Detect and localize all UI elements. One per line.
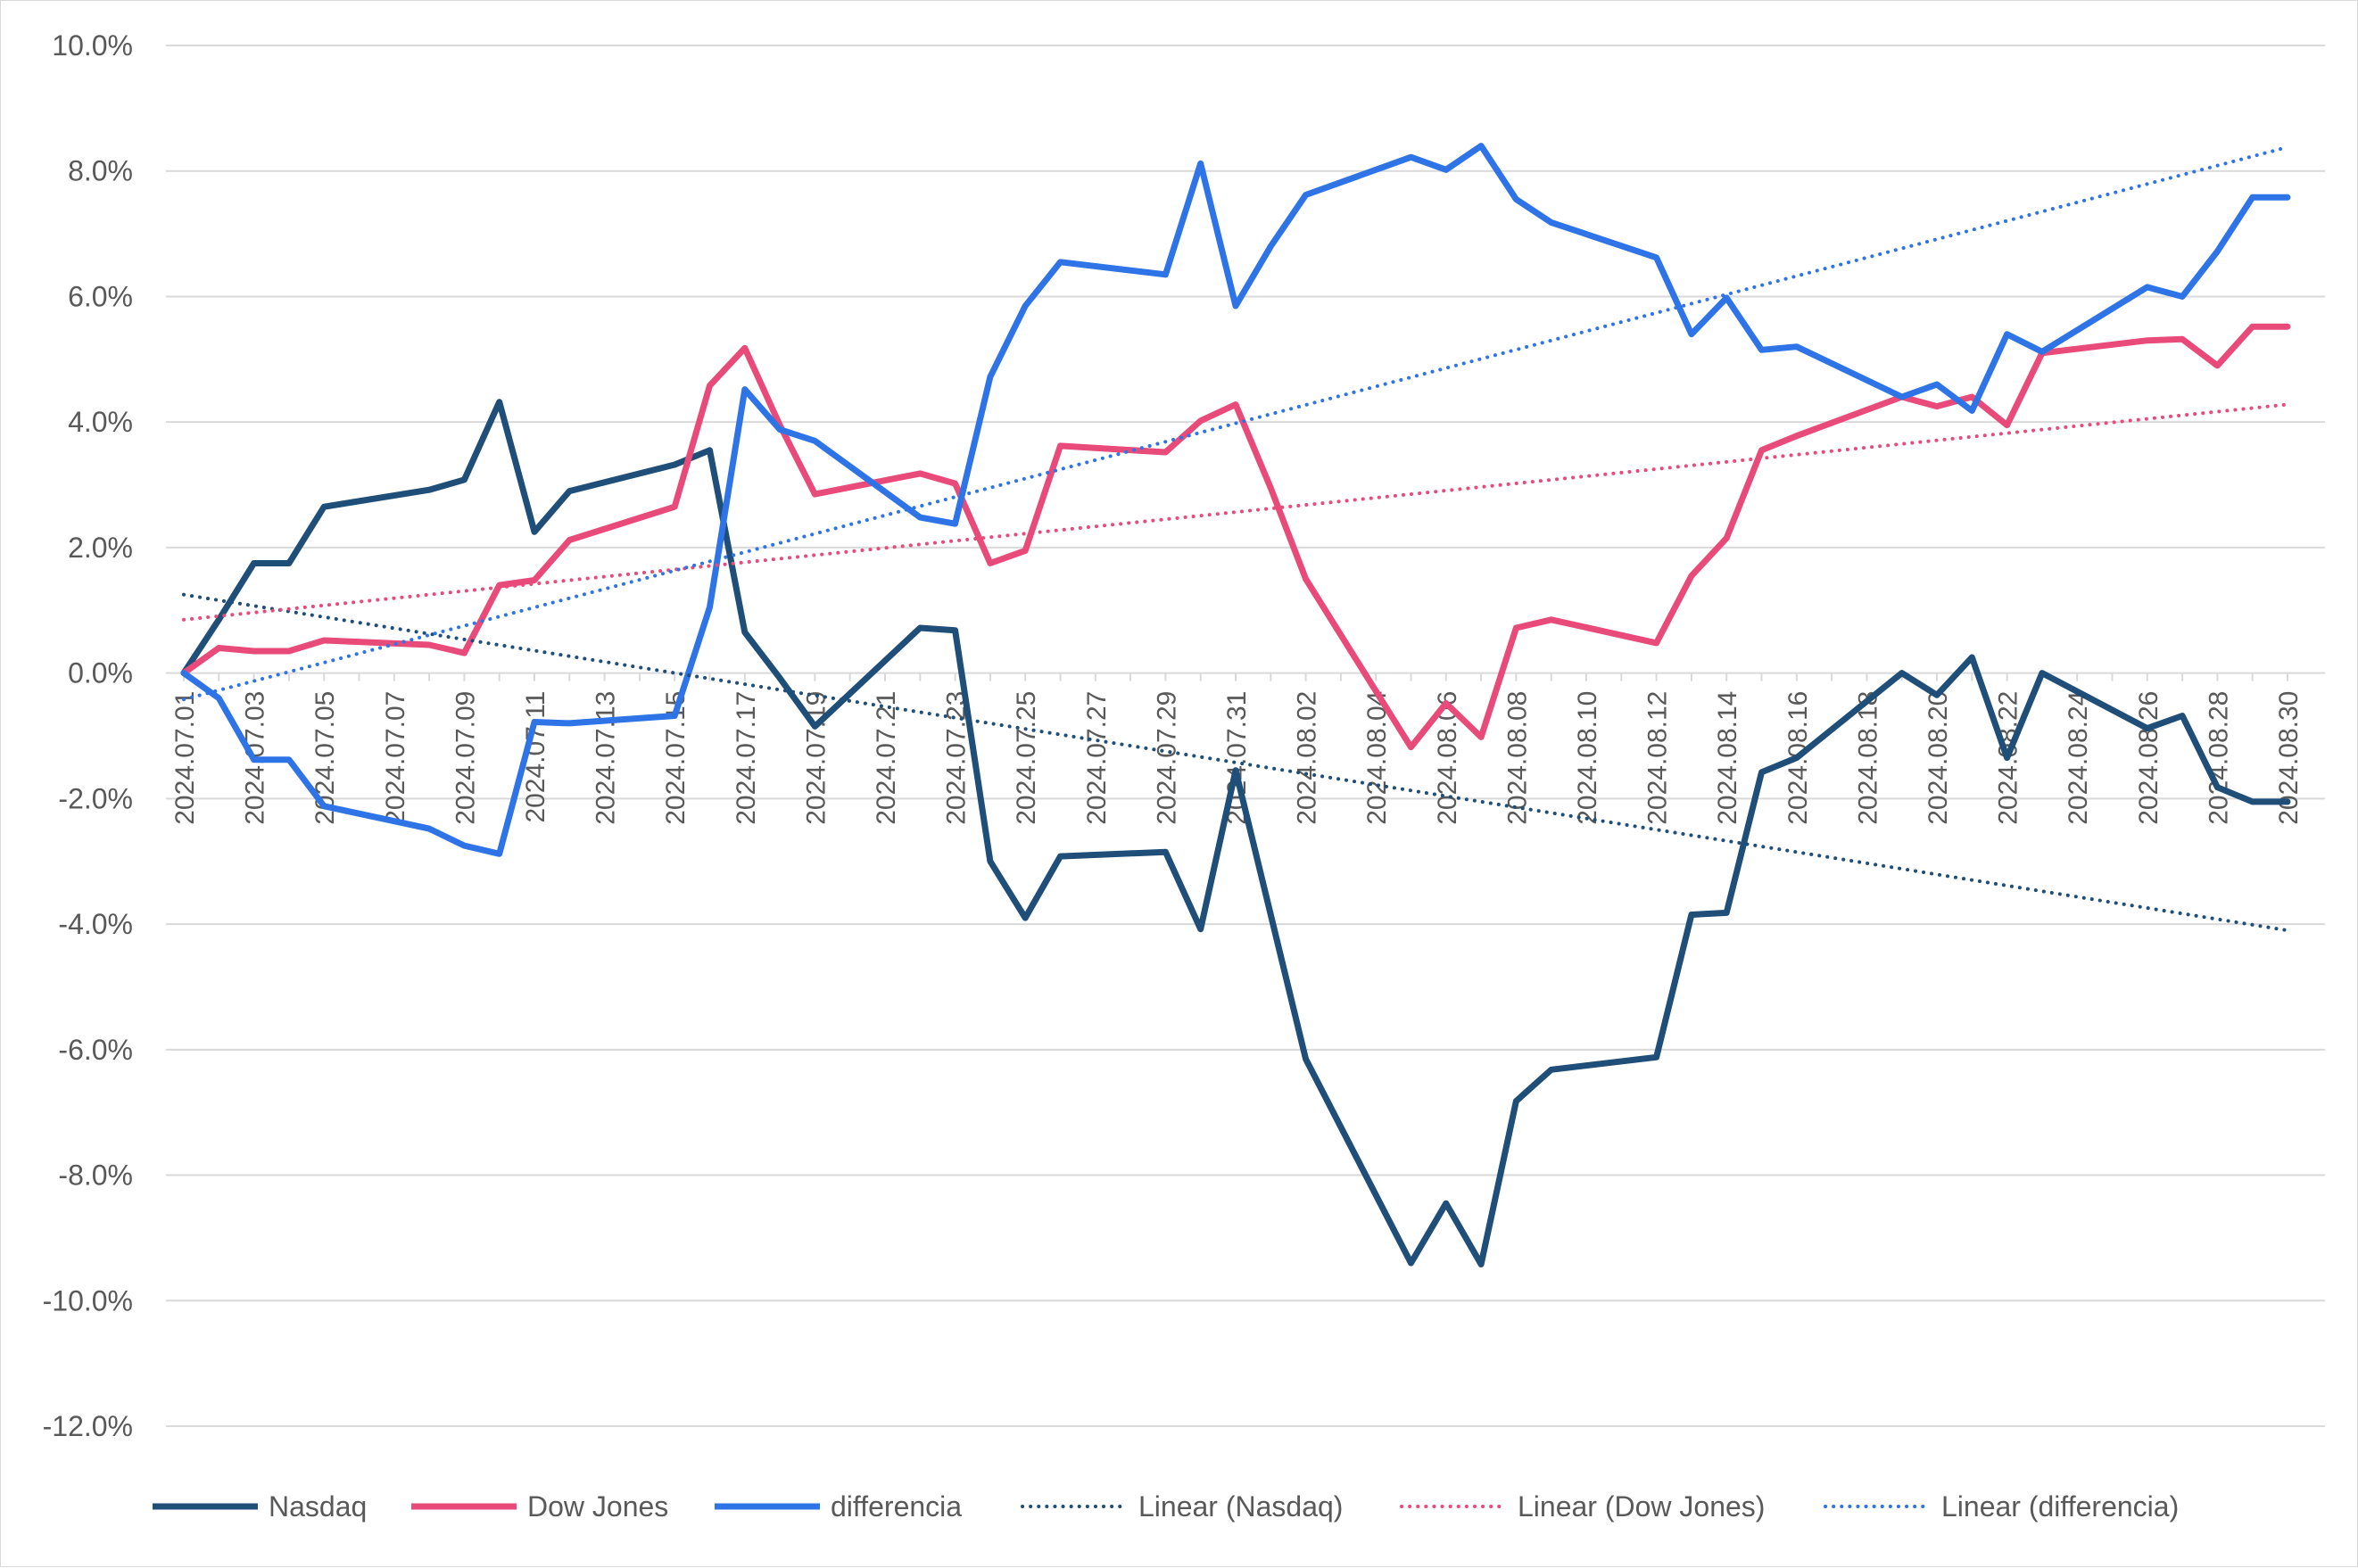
y-tick-label: 6.0% (68, 280, 133, 312)
series-lines (180, 143, 2291, 1267)
series-line-linear-dow-jones (182, 402, 2289, 622)
legend-label: Linear (Nasdaq) (1138, 1490, 1343, 1523)
series-line-differencia (180, 143, 2291, 857)
x-tick-label: 2024.08.24 (2064, 691, 2093, 825)
y-tick-label: -8.0% (58, 1159, 133, 1192)
legend-label: differencia (831, 1490, 962, 1523)
x-tick-label: 2024.07.05 (310, 691, 340, 825)
y-tick-label: -6.0% (58, 1034, 133, 1066)
x-tick-label: 2024.08.28 (2204, 691, 2233, 825)
y-tick-label: 8.0% (68, 155, 133, 187)
x-tick-label: 2024.08.18 (1853, 691, 1882, 825)
x-tick-label: 2024.07.13 (592, 691, 621, 825)
x-tick-label: 2024.08.08 (1502, 691, 1532, 825)
x-tick-label: 2024.08.14 (1713, 691, 1742, 825)
x-tick-label: 2024.07.25 (1012, 691, 1041, 825)
y-tick-label: -10.0% (43, 1284, 133, 1316)
series-line-linear-nasdaq (182, 592, 2289, 933)
legend-label: Nasdaq (269, 1490, 367, 1523)
x-tick-label: 2024.08.26 (2134, 691, 2164, 825)
y-tick-label: 10.0% (52, 29, 133, 62)
x-tick-label: 2024.07.07 (381, 691, 410, 825)
series-line-linear-differencia (182, 145, 2289, 702)
legend-label: Linear (differencia) (1941, 1490, 2179, 1523)
y-tick-label: -4.0% (58, 908, 133, 940)
legend-label: Dow Jones (527, 1490, 668, 1523)
y-tick-label: 0.0% (68, 657, 133, 689)
x-tick-label: 2024.07.27 (1082, 691, 1112, 825)
x-tick-label: 2024.07.21 (872, 691, 901, 825)
legend-label: Linear (Dow Jones) (1518, 1490, 1765, 1523)
x-tick-label: 2024.08.02 (1293, 691, 1322, 825)
x-tick-label: 2024.07.01 (170, 691, 200, 825)
x-axis-ticks: 2024.07.01 2024.07.03 2024.07.05 2024.07.07… (170, 691, 2304, 825)
x-tick-label: 2024.08.20 (1924, 691, 1953, 825)
y-tick-label: 2.0% (68, 532, 133, 564)
y-tick-label: -2.0% (58, 782, 133, 814)
x-tick-label: 2024.08.10 (1573, 691, 1602, 825)
gridlines (166, 45, 2325, 1427)
x-tick-label: 2024.08.12 (1643, 691, 1673, 825)
x-tick-label: 2024.07.17 (732, 691, 761, 825)
legend: Nasdaq Dow Jones differencia Linear (Nasdaq… (153, 1490, 2179, 1523)
y-tick-label: 4.0% (68, 406, 133, 438)
y-tick-label: -12.0% (43, 1410, 133, 1442)
x-tick-label: 2024.07.29 (1152, 691, 1181, 825)
series-line-dow-jones (180, 323, 2291, 751)
y-axis-ticks: 10.0% 8.0% 6.0% 4.0% 2.0% 0.0% -2.0% -4.0% -6.0%… (43, 29, 133, 1442)
series-line-nasdaq (180, 399, 2291, 1267)
x-tick-label: 2024.07.09 (451, 691, 480, 825)
